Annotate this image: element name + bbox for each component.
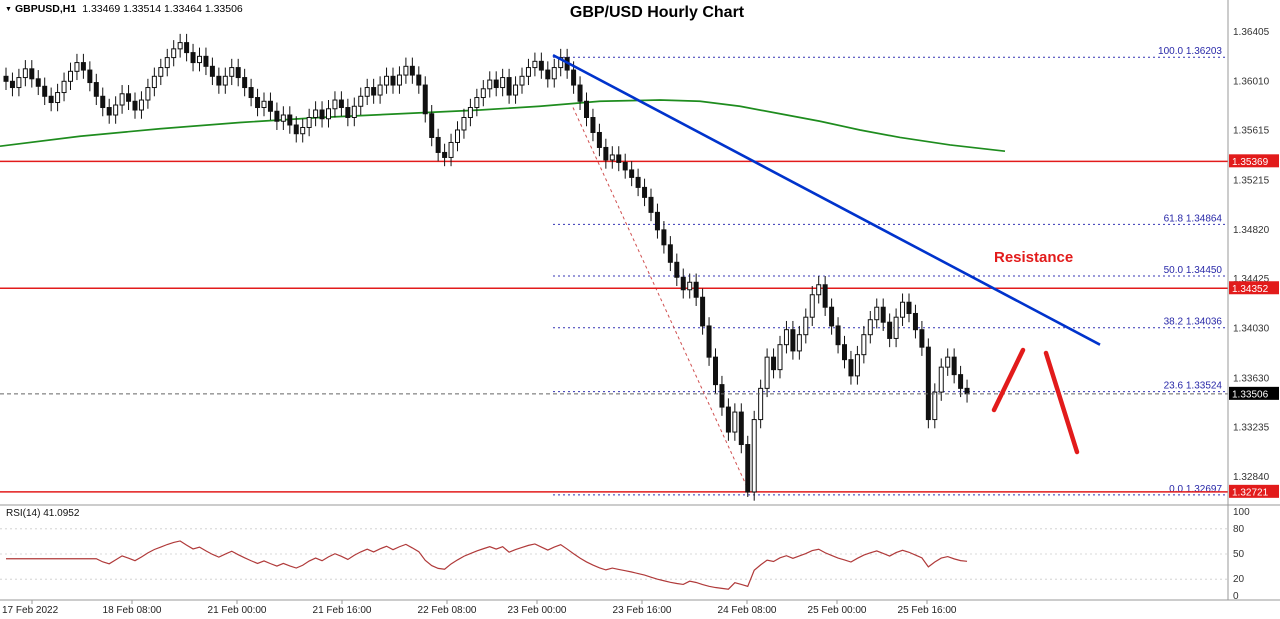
price-tick-label: 1.35215: [1233, 176, 1270, 187]
ohlc-values: 1.33469 1.33514 1.33464 1.33506: [82, 3, 243, 15]
price-badge-label: 1.34352: [1232, 284, 1269, 295]
drawn-arrows[interactable]: [991, 347, 1080, 455]
time-axis-label: 18 Feb 08:00: [103, 605, 162, 616]
price-tick-label: 1.33235: [1233, 423, 1270, 434]
rsi-scale-label: 20: [1233, 574, 1245, 585]
fib-level-label: 38.2 1.34036: [1164, 317, 1223, 328]
rsi-scale-label: 100: [1233, 507, 1250, 518]
rsi-panel: 100 80 50 20 0: [0, 507, 1250, 602]
time-axis-label: 17 Feb 2022: [2, 605, 59, 616]
rsi-line: [6, 540, 968, 590]
candles: [3, 33, 970, 501]
fib-level-label: 0.0 1.32697: [1169, 484, 1222, 495]
price-badges: 1.35369 1.34352 1.33506 1.32721: [1229, 154, 1279, 498]
time-axis[interactable]: 17 Feb 2022 18 Feb 08:00 21 Feb 00:00 21 Fe…: [2, 600, 957, 616]
time-axis-label: 21 Feb 00:00: [208, 605, 267, 616]
trendline[interactable]: [552, 53, 1101, 346]
rsi-scale-label: 80: [1233, 524, 1245, 535]
price-tick-label: 1.36010: [1233, 76, 1270, 87]
price-tick-label: 1.34820: [1233, 225, 1270, 236]
fibonacci-retracement[interactable]: 100.0 1.36203 61.8 1.34864 50.0 1.34450 38.…: [553, 46, 1228, 496]
price-badge-label: 1.35369: [1232, 157, 1269, 168]
fib-level-label: 50.0 1.34450: [1164, 265, 1223, 276]
price-tick-label: 1.36405: [1233, 27, 1270, 38]
fib-level-label: 100.0 1.36203: [1158, 46, 1222, 57]
price-tick-label: 1.35615: [1233, 126, 1270, 137]
fib-level-label: 61.8 1.34864: [1164, 213, 1223, 224]
price-tick-label: 1.34425: [1233, 274, 1270, 285]
time-axis-label: 24 Feb 08:00: [718, 605, 777, 616]
time-axis-label: 23 Feb 00:00: [508, 605, 567, 616]
chart-title: GBP/USD Hourly Chart: [569, 4, 745, 21]
symbol-header: ▼ GBPUSD,H1 1.33469 1.33514 1.33464 1.3350…: [5, 3, 243, 15]
dashed-decline-line[interactable]: [572, 107, 748, 488]
fib-level-label: 23.6 1.33524: [1164, 381, 1223, 392]
price-axis[interactable]: 1.36405 1.36010 1.35615 1.35215 1.34820 1.344…: [1233, 27, 1270, 483]
rsi-scale-label: 0: [1233, 591, 1239, 602]
rsi-indicator-label: RSI(14) 41.0952: [6, 508, 80, 519]
price-badge-label: 1.32721: [1232, 487, 1269, 498]
rsi-scale-label: 50: [1233, 549, 1245, 560]
time-axis-label: 23 Feb 16:00: [613, 605, 672, 616]
horizontal-levels[interactable]: [0, 160, 1228, 493]
price-tick-label: 1.34030: [1233, 323, 1270, 334]
symbol-label: GBPUSD,H1: [14, 3, 77, 15]
resistance-label: Resistance: [994, 249, 1074, 266]
price-badge-label: 1.33506: [1232, 389, 1269, 400]
time-axis-label: 25 Feb 16:00: [898, 605, 957, 616]
moving-average-line: [0, 99, 1006, 153]
time-axis-label: 25 Feb 00:00: [808, 605, 867, 616]
symbol-dropdown-icon[interactable]: ▼: [5, 5, 12, 13]
time-axis-label: 21 Feb 16:00: [313, 605, 372, 616]
price-tick-label: 1.33630: [1233, 373, 1270, 384]
price-tick-label: 1.32840: [1233, 472, 1270, 483]
time-axis-label: 22 Feb 08:00: [418, 605, 477, 616]
separators: [0, 0, 1280, 601]
